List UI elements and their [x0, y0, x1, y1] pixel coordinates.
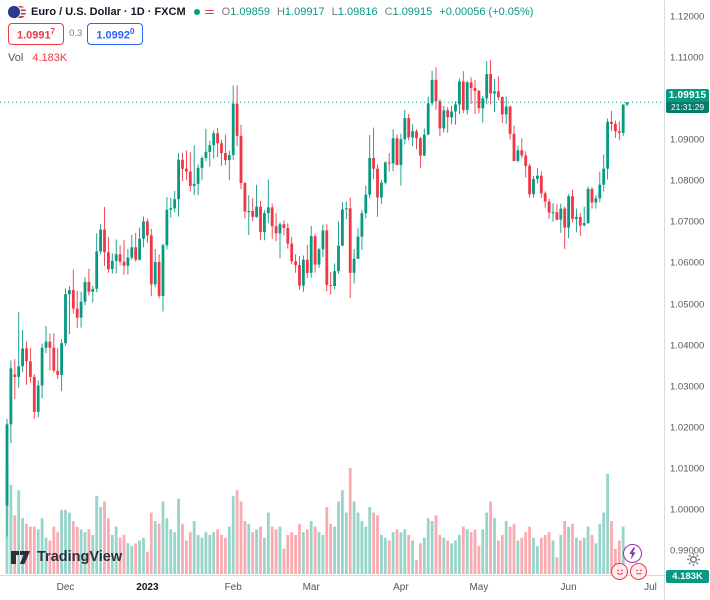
price-scale-settings-button[interactable]	[685, 552, 702, 569]
smiley-face-icon	[616, 569, 623, 575]
time-tick-label: Apr	[393, 582, 409, 593]
price-tick-label: 1.08000	[670, 175, 705, 187]
chart-canvas[interactable]	[0, 0, 664, 575]
symbol-title[interactable]: Euro / U.S. Dollar · 1D · FXCM	[31, 6, 186, 18]
price-tick-label: 1.09000	[670, 134, 705, 146]
time-tick-label: 2023	[136, 582, 159, 593]
time-tick-label: Jun	[560, 582, 577, 593]
spread-value: 0.3	[69, 28, 83, 40]
volume-axis-badge: 4.183K	[666, 570, 709, 583]
time-axis-separator	[0, 575, 710, 576]
price-tick-label: 1.02000	[670, 422, 705, 434]
volume-indicator-label[interactable]: Vol	[8, 51, 24, 64]
open-value: O1.09859	[221, 6, 270, 18]
lightning-icon	[629, 547, 636, 560]
price-tick-label: 1.07000	[670, 216, 705, 228]
time-tick-label: Mar	[302, 582, 320, 593]
high-value: H1.09917	[276, 6, 325, 18]
volume-row: Vol 4.183K	[8, 52, 533, 64]
price-tick-label: 1.06000	[670, 257, 705, 269]
price-tick-label: 1.04000	[670, 340, 705, 352]
volume-indicator-value: 4.183K	[32, 51, 68, 64]
mood-emoji-button-1[interactable]	[611, 563, 628, 580]
tradingview-watermark[interactable]: TradingView	[10, 549, 122, 565]
neutral-face-icon	[635, 569, 642, 574]
ohlc-readout: O1.09859 H1.09917 L1.09816 C1.09915 +0.0…	[222, 6, 534, 18]
time-tick-label: Feb	[224, 582, 242, 593]
market-status-dot-icon[interactable]	[193, 9, 200, 15]
time-tick-label: Jul	[644, 582, 657, 593]
time-axis[interactable]: Dec 2023 Feb Mar Apr May Jun Jul	[0, 576, 664, 600]
ask-price-button[interactable]: 1.09920	[87, 23, 144, 45]
tradingview-logo-icon	[11, 550, 30, 564]
price-axis[interactable]: 1.09915 21:31:29 4.183K 1.12000 1.11000 1.…	[665, 0, 710, 583]
mood-emoji-button-2[interactable]	[630, 563, 647, 580]
price-tick-label: 1.03000	[670, 381, 705, 393]
price-tick-label: 1.05000	[670, 299, 705, 310]
us-flag-icon	[14, 6, 26, 18]
price-axis-separator	[664, 0, 665, 600]
price-tick-label: 1.12000	[670, 11, 705, 22]
symbol-row: Euro / U.S. Dollar · 1D · FXCM O1.09859 …	[8, 6, 533, 18]
price-tick-label: 1.00000	[670, 504, 705, 516]
time-tick-label: Dec	[56, 582, 75, 593]
watermark-text: TradingView	[37, 549, 123, 565]
price-tick-label: 1.01000	[670, 463, 705, 475]
eu-flag-icon	[8, 6, 20, 18]
last-price-badge: 1.09915 21:31:29	[666, 89, 709, 114]
last-price-value: 1.09915	[666, 89, 709, 103]
boost-button[interactable]	[623, 544, 642, 563]
bar-countdown: 21:31:29	[666, 102, 709, 114]
low-value: L1.09816	[331, 6, 378, 18]
quote-row: 1.09917 0.3 1.09920	[8, 23, 533, 45]
legend: Euro / U.S. Dollar · 1D · FXCM O1.09859 …	[8, 6, 533, 64]
price-tick-label: 1.11000	[670, 52, 704, 64]
gear-icon	[687, 553, 700, 566]
symbol-logo	[8, 6, 26, 18]
time-tick-label: May	[469, 582, 489, 593]
bid-price-button[interactable]: 1.09917	[8, 23, 65, 45]
change-value: +0.00056 (+0.05%)	[439, 6, 534, 18]
legend-menu-icon[interactable]	[204, 9, 214, 15]
close-value: C1.09915	[384, 6, 433, 18]
price-tick-label: 0.99000	[670, 545, 705, 557]
